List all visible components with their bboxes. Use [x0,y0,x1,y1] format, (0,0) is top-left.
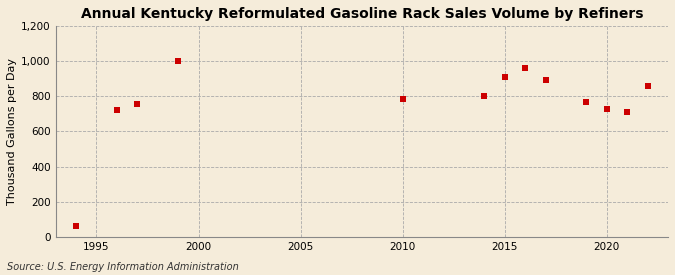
Point [479,93,490,98]
Point [642,84,653,88]
Point [601,106,612,111]
Point [622,110,632,114]
Title: Annual Kentucky Reformulated Gasoline Rack Sales Volume by Refiners: Annual Kentucky Reformulated Gasoline Ra… [80,7,643,21]
Text: Source: U.S. Energy Information Administration: Source: U.S. Energy Information Administ… [7,262,238,272]
Point [173,59,184,63]
Point [500,75,510,79]
Point [520,66,531,71]
Point [581,100,592,104]
Point [111,108,122,113]
Point [132,102,142,106]
Point [540,78,551,82]
Point [398,97,408,101]
Y-axis label: Thousand Gallons per Day: Thousand Gallons per Day [7,58,17,205]
Point [71,224,82,228]
